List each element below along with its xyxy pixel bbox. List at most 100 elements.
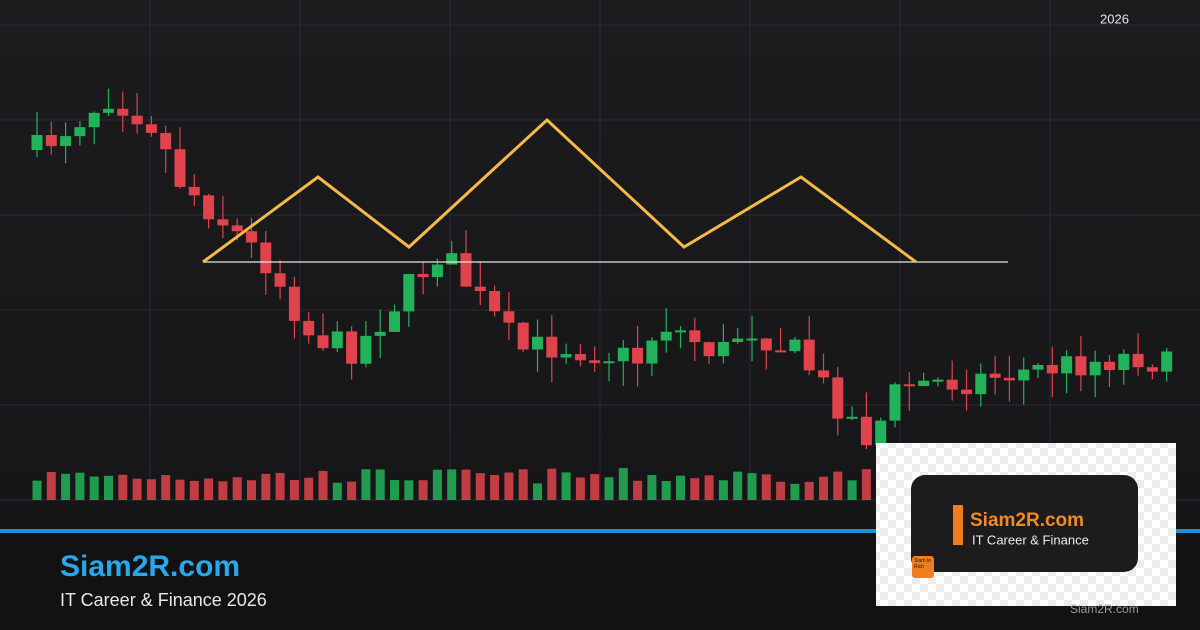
- candle-body: [417, 273, 429, 278]
- volume-bar: [804, 481, 814, 500]
- volume-bar: [504, 472, 514, 500]
- volume-bar: [332, 482, 342, 500]
- volume-bar: [404, 480, 414, 500]
- pattern-line: [202, 117, 917, 264]
- candle-body: [346, 331, 358, 364]
- volume-bar: [590, 474, 600, 500]
- candle-body: [603, 361, 615, 364]
- candle-body: [460, 253, 472, 287]
- candle-body: [717, 342, 729, 357]
- candle-body: [188, 186, 200, 196]
- volume-bar: [361, 469, 371, 500]
- logo-badge-text: Siam to Rich: [914, 558, 931, 570]
- volume-bar: [690, 478, 700, 500]
- volume-bar: [761, 474, 771, 500]
- year-label: 2026: [1100, 11, 1129, 26]
- logo-badge: [912, 556, 934, 578]
- volume-bar: [447, 469, 457, 500]
- candle-body: [803, 339, 815, 371]
- candle-body: [74, 127, 86, 137]
- volume-bar: [390, 480, 399, 500]
- candle-body: [103, 108, 114, 113]
- candle-body: [331, 331, 343, 349]
- volume-bar: [718, 480, 728, 500]
- footer-divider: [0, 529, 1200, 533]
- candle-body: [60, 136, 72, 147]
- volume-bar: [218, 481, 228, 500]
- volume-bar: [347, 481, 357, 500]
- volume-bar: [847, 480, 857, 500]
- candle-body: [646, 340, 658, 364]
- volume-bar: [418, 480, 428, 500]
- volume-bar: [561, 472, 571, 500]
- volume-bar: [261, 473, 271, 500]
- grid: [0, 0, 1200, 501]
- candle-body: [932, 379, 944, 382]
- volume-bar: [204, 478, 214, 500]
- volume-bar: [475, 473, 485, 500]
- volume-bar: [618, 468, 628, 500]
- candle-body: [703, 342, 715, 357]
- candle-body: [45, 135, 57, 147]
- candle-body: [675, 330, 686, 333]
- candle-body: [775, 350, 787, 353]
- candle-body: [560, 354, 572, 358]
- candle-body: [903, 384, 915, 387]
- candle-body: [145, 124, 157, 133]
- candle-body: [1104, 361, 1115, 371]
- volume-bar: [604, 477, 614, 500]
- volume-bar: [118, 474, 128, 500]
- candle-body: [689, 330, 701, 343]
- candle-body: [474, 286, 486, 292]
- volume-bar: [461, 469, 471, 500]
- candle-body: [246, 231, 257, 243]
- volume-bar: [518, 469, 528, 500]
- volume-bar: [75, 472, 85, 500]
- candle-body: [303, 320, 315, 336]
- candle-body: [217, 219, 229, 226]
- candle-body: [1132, 353, 1144, 368]
- volume-bar: [633, 480, 643, 500]
- candle-body: [503, 311, 515, 323]
- candle-body: [589, 360, 601, 364]
- volume-bar: [747, 473, 757, 500]
- logo-title: Siam2R.com: [970, 510, 1084, 531]
- volume-bar: [104, 475, 113, 500]
- candle-body: [574, 354, 586, 361]
- candle-body: [431, 264, 443, 278]
- candle-body: [274, 273, 286, 287]
- volume-bar: [146, 479, 156, 500]
- candle-body: [489, 291, 501, 312]
- volume-bar: [275, 472, 285, 500]
- volume-bar: [189, 480, 199, 500]
- candle-body: [832, 377, 844, 419]
- candle-body: [1089, 361, 1101, 376]
- candle-body: [174, 149, 186, 187]
- candle-body: [546, 336, 558, 358]
- candle-body: [961, 389, 972, 395]
- candle-body: [117, 108, 129, 116]
- candle-body: [1146, 367, 1158, 372]
- volume-bar: [132, 478, 142, 500]
- volume-bar: [375, 469, 385, 500]
- candle-body: [260, 242, 272, 274]
- watermark: Siam2R.com: [1070, 602, 1139, 616]
- volume-bar: [161, 475, 171, 500]
- volume-bar: [533, 483, 542, 500]
- candle-body: [1046, 365, 1058, 374]
- logo-badge-text-box: Siam to Rich: [914, 558, 931, 570]
- volume-bar: [61, 473, 71, 500]
- volume-bar: [575, 477, 585, 500]
- candle-body: [946, 379, 958, 390]
- candle-body: [1032, 365, 1044, 370]
- volume-bar: [819, 476, 828, 500]
- candle-body: [1161, 351, 1173, 372]
- candle-body: [360, 335, 372, 364]
- candle-body: [818, 370, 829, 378]
- candle-body: [231, 225, 243, 232]
- candle-body: [160, 132, 172, 150]
- volume-bar: [289, 479, 299, 500]
- candle-body: [317, 335, 329, 349]
- candle-body: [374, 331, 386, 336]
